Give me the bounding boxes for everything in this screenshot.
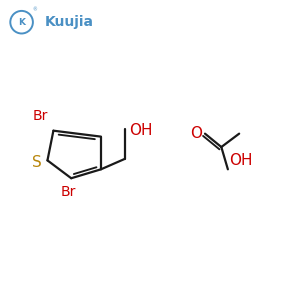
Text: O: O [190, 126, 202, 141]
Text: Kuujia: Kuujia [44, 15, 94, 29]
Text: OH: OH [230, 153, 253, 168]
Text: OH: OH [129, 123, 153, 138]
Text: Br: Br [61, 184, 76, 199]
Text: S: S [32, 155, 41, 170]
Text: Br: Br [32, 109, 48, 123]
Text: K: K [18, 18, 25, 27]
Text: ®: ® [32, 7, 37, 12]
